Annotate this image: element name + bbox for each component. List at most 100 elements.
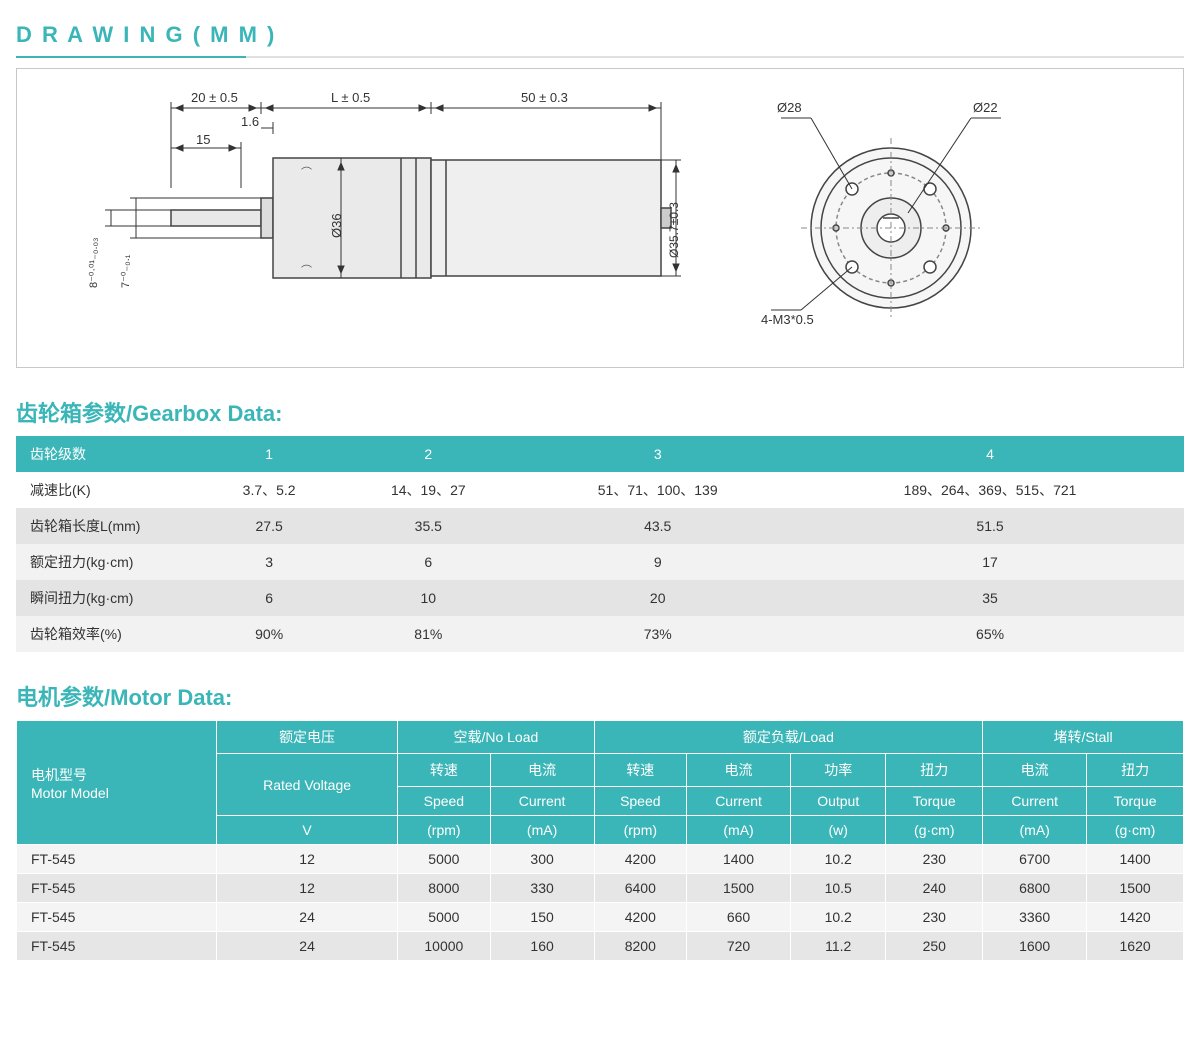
table-row: FT-5451250003004200140010.223067001400 (17, 845, 1184, 874)
th: Current (490, 787, 594, 816)
th: 转速 (594, 754, 686, 787)
side-view-svg: ⌒ ⌒ (41, 88, 681, 348)
cell: 3.7、5.2 (201, 472, 337, 508)
motor-noload-head: 空载/No Load (398, 721, 594, 754)
cell: 3 (201, 544, 337, 580)
gearbox-stage: 4 (796, 436, 1184, 472)
cell: 35.5 (337, 508, 519, 544)
cell: FT-545 (17, 874, 217, 903)
cell: 10.2 (791, 903, 886, 932)
cell: 11.2 (791, 932, 886, 961)
cell: 1400 (687, 845, 791, 874)
cell: 65% (796, 616, 1184, 652)
cell: 6700 (983, 845, 1087, 874)
cell: 1600 (983, 932, 1087, 961)
gearbox-stage: 2 (337, 436, 519, 472)
th: 扭力 (1087, 754, 1184, 787)
table-row: 减速比(K)3.7、5.214、19、2751、71、100、139189、26… (16, 472, 1184, 508)
cell: 8200 (594, 932, 686, 961)
cell: 51.5 (796, 508, 1184, 544)
table-row: 额定扭力(kg·cm)36917 (16, 544, 1184, 580)
title-underline (16, 56, 1184, 58)
drawing-title: D R A W I N G ( M M ) (16, 22, 1184, 48)
motor-table: 电机型号 Motor Model 额定电压 空载/No Load 额定负载/Lo… (16, 720, 1184, 961)
th: (mA) (490, 816, 594, 845)
cell: 10000 (398, 932, 490, 961)
dim-bolt-circle: Ø28 (777, 100, 802, 115)
cell: 300 (490, 845, 594, 874)
motor-title: 电机参数/Motor Data: (16, 680, 1184, 712)
cell: 5000 (398, 845, 490, 874)
dim-pilot-d: 7⁻⁰₋₀.₁ (119, 255, 132, 288)
th: Current (983, 787, 1087, 816)
th: Torque (1087, 787, 1184, 816)
th: Output (791, 787, 886, 816)
dim-motor-len: 50 ± 0.3 (521, 90, 568, 105)
motor-voltage-head: 额定电压 (217, 721, 398, 754)
drawing-front-view: Ø28 Ø22 4-M3*0.5 (741, 88, 1041, 348)
cell: 150 (490, 903, 594, 932)
th: (rpm) (398, 816, 490, 845)
th: (w) (791, 816, 886, 845)
cell: 43.5 (519, 508, 796, 544)
drawing-panel: ⌒ ⌒ 20 ± 0.5 L ± 0.5 50 ± 0.3 1.6 15 8⁻⁰… (16, 68, 1184, 368)
dim-shaft-usable: 15 (196, 132, 210, 147)
cell: 660 (687, 903, 791, 932)
dim-holes: 4-M3*0.5 (761, 312, 814, 327)
table-row: 瞬间扭力(kg·cm)6102035 (16, 580, 1184, 616)
gearbox-title: 齿轮箱参数/Gearbox Data: (16, 396, 1184, 428)
dim-shaft-d: 8⁻⁰·⁰¹₋₀.₀₃ (87, 237, 100, 288)
th: (rpm) (594, 816, 686, 845)
cell: FT-545 (17, 932, 217, 961)
cell: 720 (687, 932, 791, 961)
table-row: 齿轮箱效率(%)90%81%73%65% (16, 616, 1184, 652)
th: 转速 (398, 754, 490, 787)
cell: 5000 (398, 903, 490, 932)
cell: 10.2 (791, 845, 886, 874)
gearbox-header-label: 齿轮级数 (16, 436, 201, 472)
motor-model-head: 电机型号 Motor Model (17, 721, 217, 845)
cell: 1500 (1087, 874, 1184, 903)
gearbox-table: 齿轮级数 1 2 3 4 减速比(K)3.7、5.214、19、2751、71、… (16, 436, 1184, 652)
cell: 1420 (1087, 903, 1184, 932)
cell: 10.5 (791, 874, 886, 903)
th: (g·cm) (886, 816, 983, 845)
cell: 1400 (1087, 845, 1184, 874)
cell: 8000 (398, 874, 490, 903)
th: (mA) (687, 816, 791, 845)
cell: 90% (201, 616, 337, 652)
dim-gearbox-len: L ± 0.5 (331, 90, 370, 105)
cell: 9 (519, 544, 796, 580)
table-row: FT-5452410000160820072011.225016001620 (17, 932, 1184, 961)
row-label: 瞬间扭力(kg·cm) (16, 580, 201, 616)
th: Current (687, 787, 791, 816)
motor-voltage-mid: Rated Voltage (217, 754, 398, 816)
cell: 1500 (687, 874, 791, 903)
table-row: FT-5451280003306400150010.524068001500 (17, 874, 1184, 903)
table-row: FT-545245000150420066010.223033601420 (17, 903, 1184, 932)
motor-load-head: 额定负载/Load (594, 721, 983, 754)
cell: 4200 (594, 845, 686, 874)
cell: 6 (201, 580, 337, 616)
cell: FT-545 (17, 845, 217, 874)
th: Speed (398, 787, 490, 816)
th: (g·cm) (1087, 816, 1184, 845)
cell: 10 (337, 580, 519, 616)
th: 功率 (791, 754, 886, 787)
cell: 230 (886, 903, 983, 932)
row-label: 额定扭力(kg·cm) (16, 544, 201, 580)
row-label: 齿轮箱长度L(mm) (16, 508, 201, 544)
cell: 250 (886, 932, 983, 961)
motor-stall-head: 堵转/Stall (983, 721, 1184, 754)
dim-pilot-circle: Ø22 (973, 100, 998, 115)
cell: 240 (886, 874, 983, 903)
cell: 6400 (594, 874, 686, 903)
cell: 12 (217, 845, 398, 874)
th: V (217, 816, 398, 845)
svg-text:⌒: ⌒ (301, 264, 312, 277)
cell: FT-545 (17, 903, 217, 932)
th: 电流 (490, 754, 594, 787)
th: (mA) (983, 816, 1087, 845)
svg-text:⌒: ⌒ (301, 166, 312, 179)
dim-step: 1.6 (241, 114, 259, 129)
